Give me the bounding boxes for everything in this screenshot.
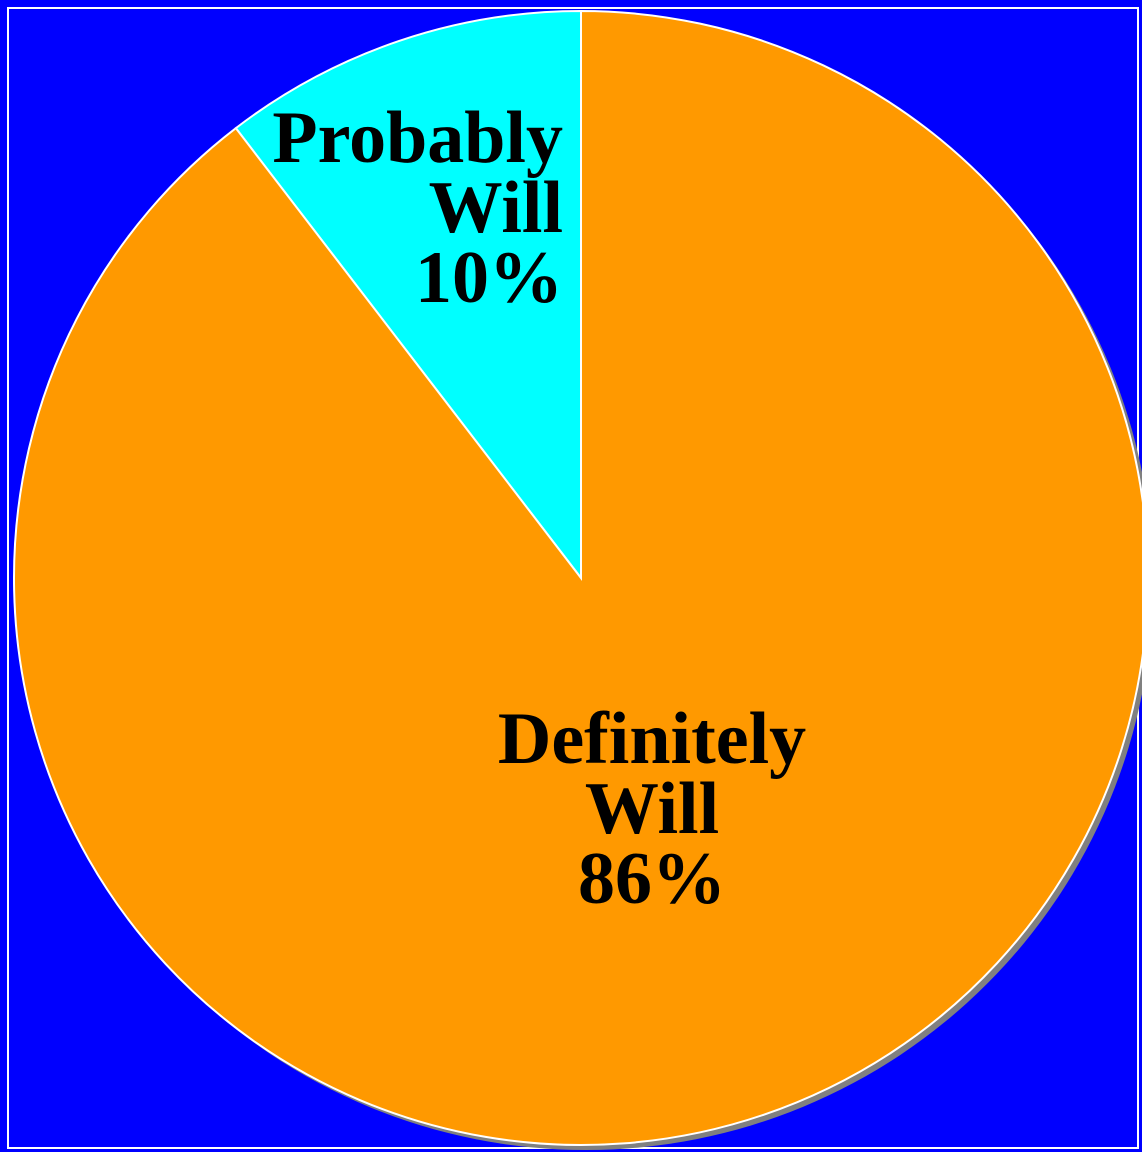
slice-label-line: 10% <box>415 237 563 319</box>
pie-slice-1 <box>13 9 1142 1146</box>
slice-label-line: 86% <box>578 838 726 920</box>
slice-label-line: Will <box>585 768 719 850</box>
slice-label-1: Definitely Will 86% <box>498 698 806 920</box>
slice-label-line: Probably <box>272 97 563 179</box>
slice-label-0: Probably Will 10% <box>272 97 563 319</box>
pie-slice-0 <box>234 9 582 581</box>
slice-label-line: Definitely <box>498 698 806 780</box>
slice-label-line: Will <box>429 167 563 249</box>
